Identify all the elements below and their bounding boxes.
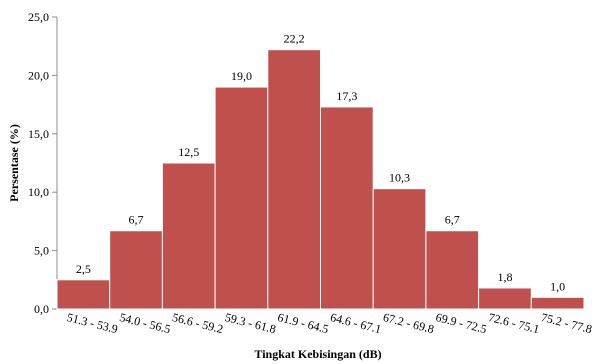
bar	[161, 162, 216, 310]
bars	[56, 49, 585, 310]
x-axis-ticks: 51.3 - 53.954.0 - 56.556.6 - 59.259.3 - …	[65, 310, 593, 336]
x-tick-label: 59.3 - 61.8	[223, 310, 277, 336]
bar	[372, 188, 427, 310]
bar-value-label: 1,0	[550, 279, 565, 293]
x-tick-label: 69.9 - 72.5	[434, 310, 488, 336]
y-tick-label: 0,0	[34, 302, 49, 316]
x-tick-label: 75.2 - 77.8	[540, 310, 594, 336]
bar	[214, 86, 269, 310]
x-tick-label: 67.2 - 69.8	[382, 310, 436, 336]
y-tick-label: 5,0	[34, 244, 49, 258]
x-tick-label: 51.3 - 53.9	[65, 310, 119, 336]
x-tick-label: 56.6 - 59.2	[171, 310, 225, 336]
y-axis-ticks: 0,0 5,0 10,0 15,0 20,0 25,0	[28, 10, 57, 316]
y-tick-label: 25,0	[28, 10, 49, 24]
bar	[109, 230, 163, 310]
bar-value-label: 1,8	[497, 270, 512, 284]
y-tick-label: 20,0	[28, 68, 49, 82]
bar-value-label: 19,0	[231, 69, 252, 83]
x-tick-label: 72.6 - 75.1	[487, 310, 541, 336]
x-tick-label: 54.0 - 56.5	[118, 310, 172, 336]
bar-value-label: 22,2	[284, 32, 305, 46]
bar	[530, 296, 585, 310]
data-labels: 2,5 6,7 12,5 19,0 22,2 17,3 10,3 6,7 1,8 1,0	[76, 32, 565, 294]
y-axis-title: Persentase (%)	[7, 124, 21, 202]
bar-value-label: 6,7	[445, 213, 460, 227]
x-tick-label: 64.6 - 67.1	[329, 310, 383, 336]
y-tick-label: 10,0	[28, 185, 49, 199]
x-axis-title: Tingkat Kebisingan (dB)	[254, 347, 381, 361]
bar	[56, 279, 111, 310]
bar-value-label: 12,5	[178, 145, 199, 159]
bar	[267, 49, 321, 310]
bar	[320, 106, 374, 310]
bar-value-label: 6,7	[129, 213, 144, 227]
bar-value-label: 10,3	[389, 171, 410, 185]
bar-value-label: 2,5	[76, 262, 91, 276]
bar	[478, 287, 532, 310]
bar-value-label: 17,3	[336, 89, 357, 103]
y-tick-label: 15,0	[28, 127, 49, 141]
x-tick-label: 61.9 - 64.5	[276, 310, 330, 336]
bar	[425, 230, 480, 310]
